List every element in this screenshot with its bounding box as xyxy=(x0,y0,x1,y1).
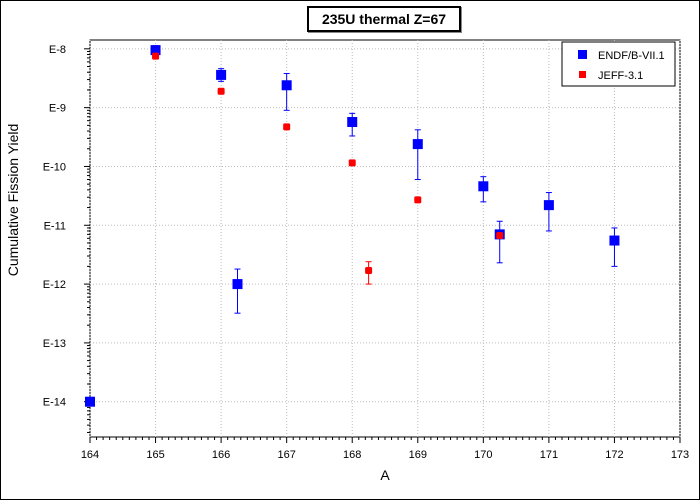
legend-swatch-jeff xyxy=(579,71,586,78)
x-tick-label: 167 xyxy=(277,449,295,461)
data-point-jeff xyxy=(348,159,356,167)
x-tick-label: 166 xyxy=(212,449,230,461)
x-axis: 164 165 166 167 168 169 170 171 172 173 xyxy=(81,437,689,461)
y-axis: E-8 E-9 E-10 E-11 E-12 E-13 E-14 xyxy=(43,44,90,433)
data-point-endf xyxy=(216,69,227,80)
y-tick-label: E-11 xyxy=(44,220,66,232)
y-tick-label: E-13 xyxy=(43,338,66,350)
y-tick-label: E-12 xyxy=(43,279,66,291)
legend-box xyxy=(561,41,676,87)
y-tick-label: E-9 xyxy=(49,103,66,115)
legend: ENDF/B-VII.1 JEFF-3.1 xyxy=(561,41,676,87)
data-point-endf xyxy=(150,45,161,56)
x-axis-label: A xyxy=(380,467,390,483)
data-point-endf xyxy=(412,139,423,150)
data-point-jeff xyxy=(217,87,225,95)
data-point-endf xyxy=(347,116,358,127)
y-axis-label: Cumulative Fission Yield xyxy=(5,124,21,277)
data-point-jeff xyxy=(283,123,291,131)
data-point-endf xyxy=(232,279,243,290)
series-layer xyxy=(85,45,620,407)
x-tick-label: 169 xyxy=(409,449,427,461)
legend-swatch-endf xyxy=(578,50,587,59)
data-point-endf xyxy=(609,235,620,246)
x-tick-label: 173 xyxy=(671,449,689,461)
y-tick-label: E-14 xyxy=(43,397,66,409)
data-point-jeff xyxy=(365,267,373,275)
x-tick-label: 170 xyxy=(474,449,492,461)
data-point-jeff xyxy=(496,231,504,239)
gridlines xyxy=(89,40,681,437)
plot-area xyxy=(89,39,681,438)
y-tick-label: E-10 xyxy=(43,161,66,173)
x-tick-label: 164 xyxy=(81,449,99,461)
data-point-endf xyxy=(543,200,554,211)
y-tick-label: E-8 xyxy=(49,44,66,56)
legend-label-endf: ENDF/B-VII.1 xyxy=(598,50,665,62)
legend-label-jeff: JEFF-3.1 xyxy=(598,70,643,82)
data-point-endf xyxy=(281,80,292,91)
data-point-endf xyxy=(85,396,95,407)
data-point-endf xyxy=(478,181,489,192)
x-tick-label: 168 xyxy=(343,449,361,461)
chart-title: 235U thermal Z=67 xyxy=(307,6,461,32)
data-point-jeff xyxy=(152,52,160,60)
x-tick-label: 165 xyxy=(146,449,164,461)
x-tick-label: 171 xyxy=(540,449,558,461)
x-tick-label: 172 xyxy=(605,449,623,461)
data-point-jeff xyxy=(414,196,422,204)
